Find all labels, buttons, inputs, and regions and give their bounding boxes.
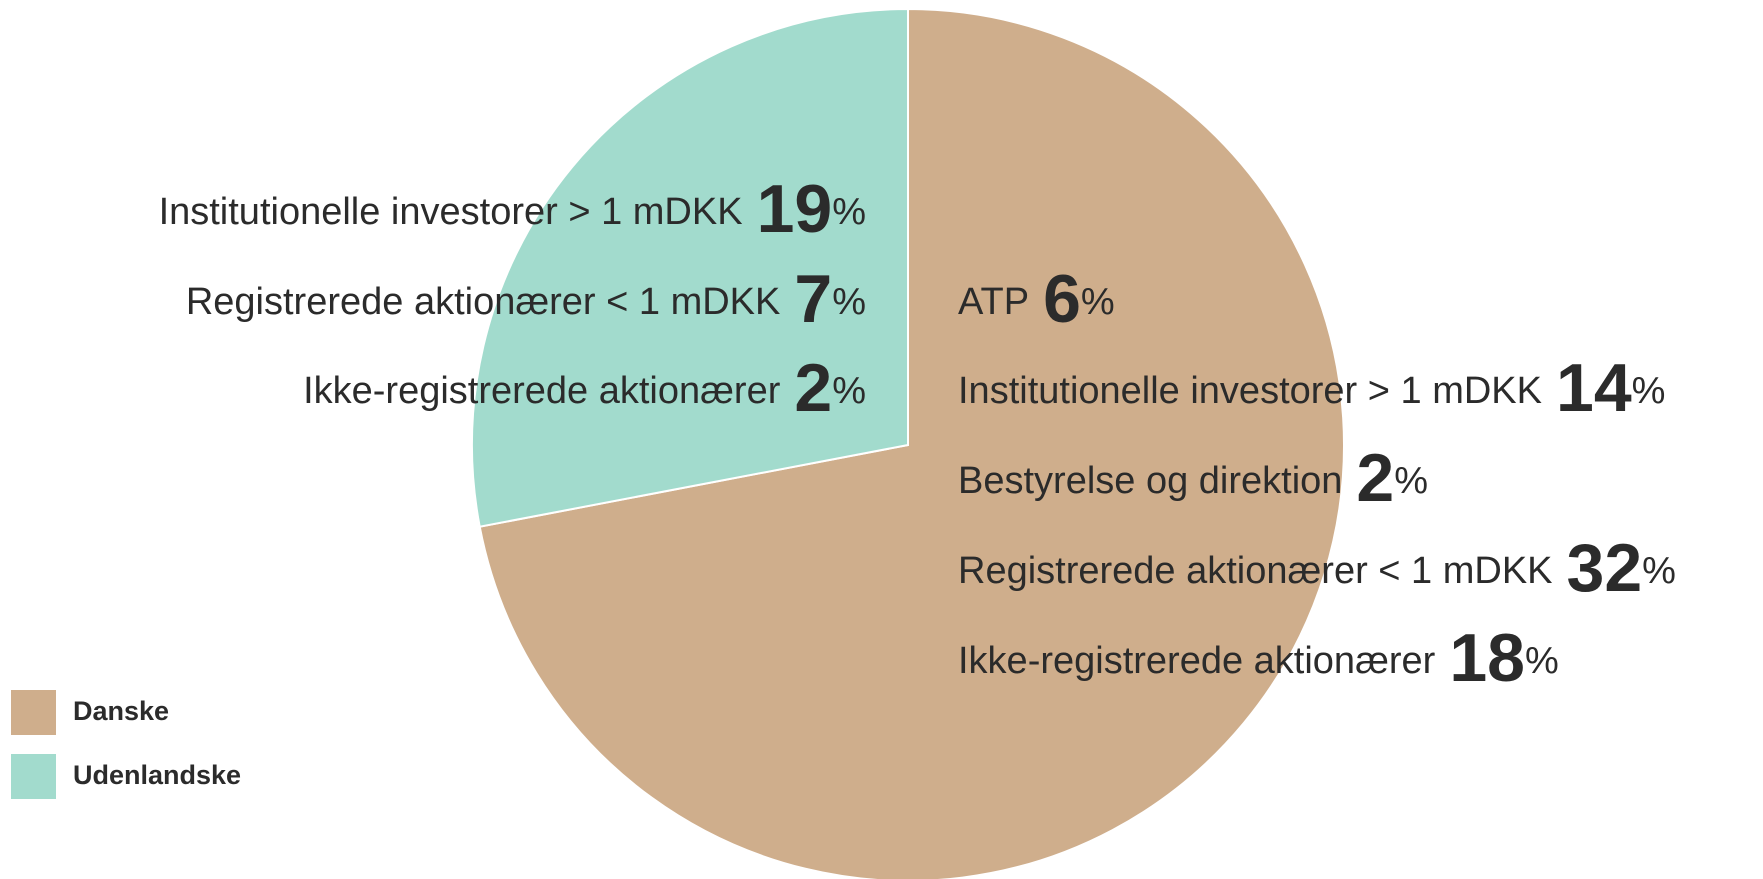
- item-value: 2: [794, 350, 832, 426]
- item-unit: %: [1394, 460, 1428, 502]
- item-label: Institutionelle investorer > 1 mDKK: [159, 191, 743, 233]
- legend-label: Danske: [73, 696, 169, 726]
- item-label: Bestyrelse og direktion: [958, 460, 1342, 502]
- item-unit: %: [832, 191, 866, 233]
- item-unit: %: [832, 281, 866, 323]
- legend-swatch: [11, 690, 56, 735]
- item-label: Registrerede aktionærer < 1 mDKK: [958, 550, 1553, 592]
- breakdown-label: Ikke-registrerede aktionærer 18%: [958, 620, 1559, 696]
- item-value: 14: [1556, 350, 1632, 426]
- item-value: 2: [1356, 440, 1394, 516]
- pie-slice: [478, 7, 1345, 879]
- item-value: 6: [1043, 261, 1081, 337]
- item-unit: %: [1642, 550, 1676, 592]
- item-value: 18: [1449, 620, 1525, 696]
- item-value: 32: [1567, 530, 1643, 606]
- pie-slice: [471, 7, 909, 528]
- item-label: Ikke-registrerede aktionærer: [303, 370, 781, 412]
- breakdown-label: Ikke-registrerede aktionærer 2%: [303, 350, 866, 426]
- item-unit: %: [1525, 640, 1559, 682]
- item-value: 19: [757, 171, 833, 247]
- item-unit: %: [832, 370, 866, 412]
- breakdown-label: ATP 6%: [958, 261, 1115, 337]
- item-label: Registrerede aktionærer < 1 mDKK: [186, 281, 781, 323]
- item-label: Ikke-registrerede aktionærer: [958, 640, 1436, 682]
- item-label: Institutionelle investorer > 1 mDKK: [958, 370, 1542, 412]
- legend-swatch: [11, 754, 56, 799]
- breakdown-label: Registrerede aktionærer < 1 mDKK 7%: [186, 261, 866, 337]
- breakdown-label: Registrerede aktionærer < 1 mDKK 32%: [958, 530, 1676, 606]
- item-unit: %: [1081, 281, 1115, 323]
- item-value: 7: [794, 261, 832, 337]
- breakdown-label: Institutionelle investorer > 1 mDKK 19%: [159, 171, 866, 247]
- breakdown-label: Bestyrelse og direktion 2%: [958, 440, 1428, 516]
- item-unit: %: [1632, 370, 1666, 412]
- breakdown-label: Institutionelle investorer > 1 mDKK 14%: [958, 350, 1665, 426]
- legend-label: Udenlandske: [73, 760, 241, 790]
- item-label: ATP: [958, 281, 1029, 323]
